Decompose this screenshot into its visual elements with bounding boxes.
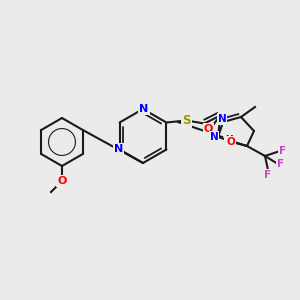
Text: N: N bbox=[218, 114, 226, 124]
Text: F: F bbox=[278, 159, 285, 169]
Text: N: N bbox=[140, 104, 148, 114]
Text: F: F bbox=[279, 146, 286, 156]
Text: H: H bbox=[225, 136, 233, 145]
Text: O: O bbox=[204, 124, 213, 134]
Text: F: F bbox=[264, 170, 272, 180]
Text: O: O bbox=[57, 176, 67, 186]
Text: N: N bbox=[210, 132, 218, 142]
Text: O: O bbox=[226, 137, 236, 147]
Text: N: N bbox=[114, 145, 123, 154]
Text: S: S bbox=[182, 114, 190, 127]
